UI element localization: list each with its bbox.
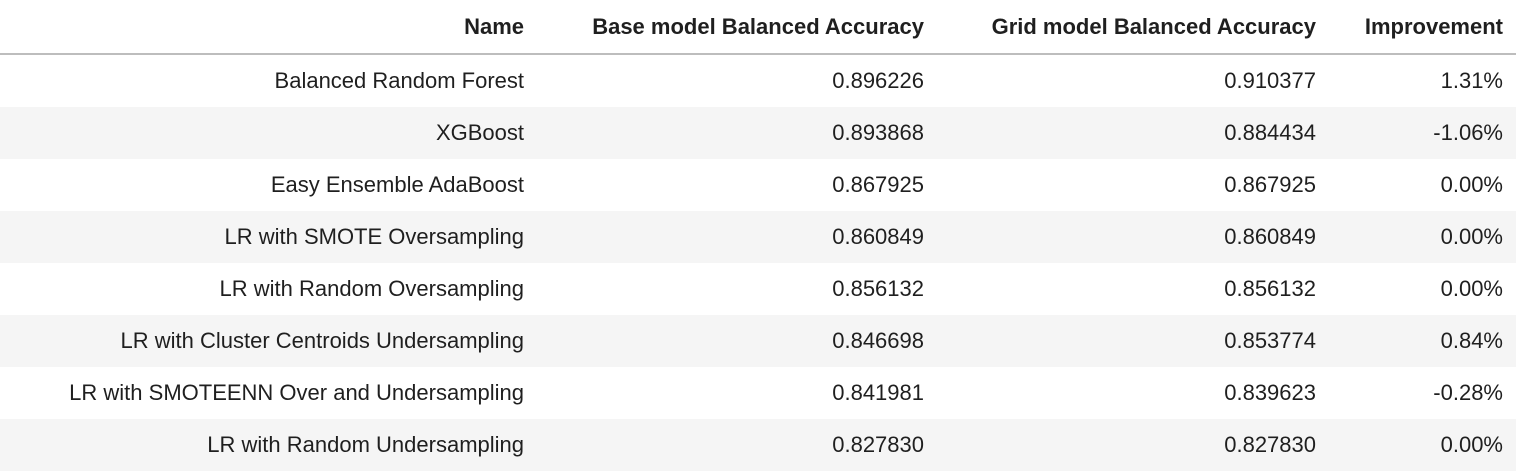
table-body: Balanced Random Forest 0.896226 0.910377… bbox=[0, 54, 1516, 471]
table-row: LR with Random Undersampling 0.827830 0.… bbox=[0, 419, 1516, 471]
cell-base-accuracy: 0.841981 bbox=[832, 380, 924, 405]
column-header-base-accuracy: Base model Balanced Accuracy bbox=[537, 0, 937, 55]
cell-grid-accuracy: 0.856132 bbox=[1224, 276, 1316, 301]
cell-base-accuracy: 0.856132 bbox=[832, 276, 924, 301]
table-row: Easy Ensemble AdaBoost 0.867925 0.867925… bbox=[0, 159, 1516, 211]
cell-base-accuracy: 0.867925 bbox=[832, 172, 924, 197]
cell-name: LR with SMOTEENN Over and Undersampling bbox=[69, 380, 524, 405]
header-row: Name Base model Balanced Accuracy Grid m… bbox=[0, 0, 1516, 55]
cell-improvement: 1.31% bbox=[1440, 68, 1503, 93]
cell-name: Easy Ensemble AdaBoost bbox=[270, 172, 524, 197]
cell-name: LR with Random Undersampling bbox=[0, 419, 537, 471]
table-row: LR with SMOTEENN Over and Undersampling … bbox=[0, 367, 1516, 419]
cell-improvement: -1.06% bbox=[1329, 107, 1516, 159]
column-header-improvement: Improvement bbox=[1329, 0, 1516, 55]
table-row: XGBoost 0.893868 0.884434 -1.06% bbox=[0, 107, 1516, 159]
cell-grid-accuracy: 0.827830 bbox=[937, 419, 1329, 471]
cell-improvement: -0.28% bbox=[1433, 380, 1503, 405]
table-row: LR with Random Oversampling 0.856132 0.8… bbox=[0, 263, 1516, 315]
cell-improvement: 0.00% bbox=[1329, 419, 1516, 471]
cell-name: Balanced Random Forest bbox=[274, 68, 524, 93]
cell-name: LR with SMOTE Oversampling bbox=[0, 211, 537, 263]
cell-base-accuracy: 0.860849 bbox=[537, 211, 937, 263]
cell-grid-accuracy: 0.910377 bbox=[1224, 68, 1316, 93]
column-header-grid-accuracy: Grid model Balanced Accuracy bbox=[937, 0, 1329, 55]
column-header-name: Name bbox=[0, 0, 537, 55]
cell-name: LR with Cluster Centroids Undersampling bbox=[0, 315, 537, 367]
table-header: Name Base model Balanced Accuracy Grid m… bbox=[0, 0, 1516, 55]
table-row: Balanced Random Forest 0.896226 0.910377… bbox=[0, 54, 1516, 107]
cell-name: XGBoost bbox=[0, 107, 537, 159]
cell-improvement: 0.00% bbox=[1440, 276, 1503, 301]
cell-improvement: 0.84% bbox=[1329, 315, 1516, 367]
cell-base-accuracy: 0.896226 bbox=[832, 68, 924, 93]
cell-base-accuracy: 0.827830 bbox=[537, 419, 937, 471]
cell-grid-accuracy: 0.839623 bbox=[1224, 380, 1316, 405]
table-row: LR with Cluster Centroids Undersampling … bbox=[0, 315, 1516, 367]
cell-base-accuracy: 0.893868 bbox=[537, 107, 937, 159]
cell-grid-accuracy: 0.860849 bbox=[937, 211, 1329, 263]
cell-grid-accuracy: 0.884434 bbox=[937, 107, 1329, 159]
table-row: LR with SMOTE Oversampling 0.860849 0.86… bbox=[0, 211, 1516, 263]
cell-base-accuracy: 0.846698 bbox=[537, 315, 937, 367]
cell-grid-accuracy: 0.867925 bbox=[1224, 172, 1316, 197]
cell-improvement: 0.00% bbox=[1440, 172, 1503, 197]
cell-name: LR with Random Oversampling bbox=[219, 276, 524, 301]
cell-grid-accuracy: 0.853774 bbox=[937, 315, 1329, 367]
cell-improvement: 0.00% bbox=[1329, 211, 1516, 263]
